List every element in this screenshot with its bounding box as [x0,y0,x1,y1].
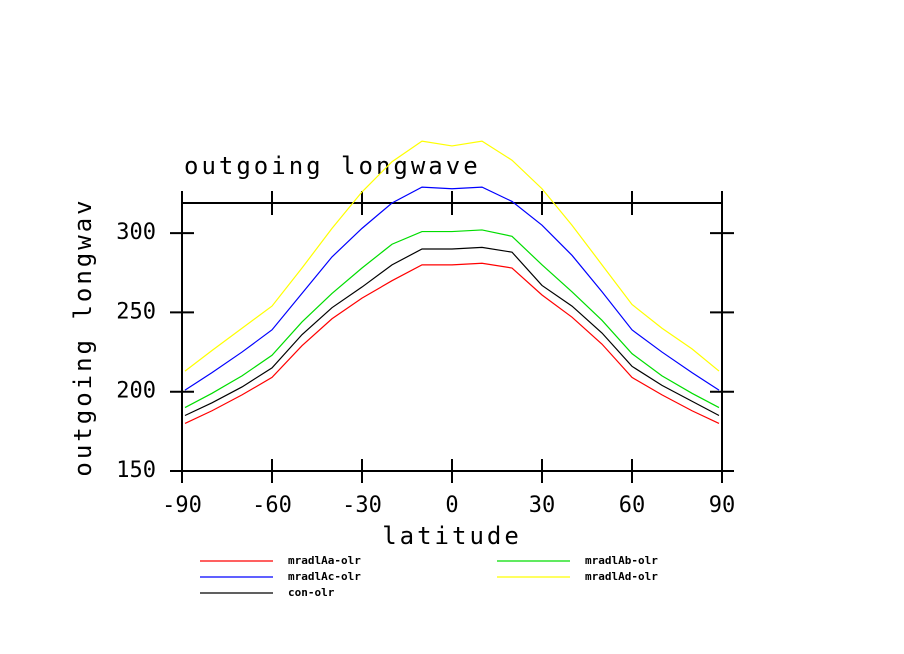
x-tick-label: 0 [445,493,458,518]
legend-label: mradlAb-olr [585,554,658,567]
x-tick-label: -90 [162,493,202,518]
series-line [184,262,720,424]
chart-title: outgoing longwave [184,152,481,180]
y-tick-label: 300 [116,220,156,245]
series-line [184,140,720,372]
y-tick-label: 200 [116,379,156,404]
x-tick-label: 30 [529,493,556,518]
y-tick-label: 150 [116,458,156,483]
legend-label: mradlAc-olr [288,570,361,583]
legend-label: mradlAa-olr [288,554,361,567]
series-line [184,246,720,417]
legend-label: mradlAd-olr [585,570,658,583]
x-tick-label: 60 [619,493,646,518]
y-axis-label: outgoing longwav [69,197,97,476]
legend-label: con-olr [288,586,335,599]
y-tick-label: 250 [116,299,156,324]
x-tick-label: -60 [252,493,292,518]
x-tick-label: 90 [709,493,736,518]
series-line [184,186,720,391]
series-line [184,229,720,409]
x-tick-label: -30 [342,493,382,518]
x-axis-label: latitude [382,522,522,550]
